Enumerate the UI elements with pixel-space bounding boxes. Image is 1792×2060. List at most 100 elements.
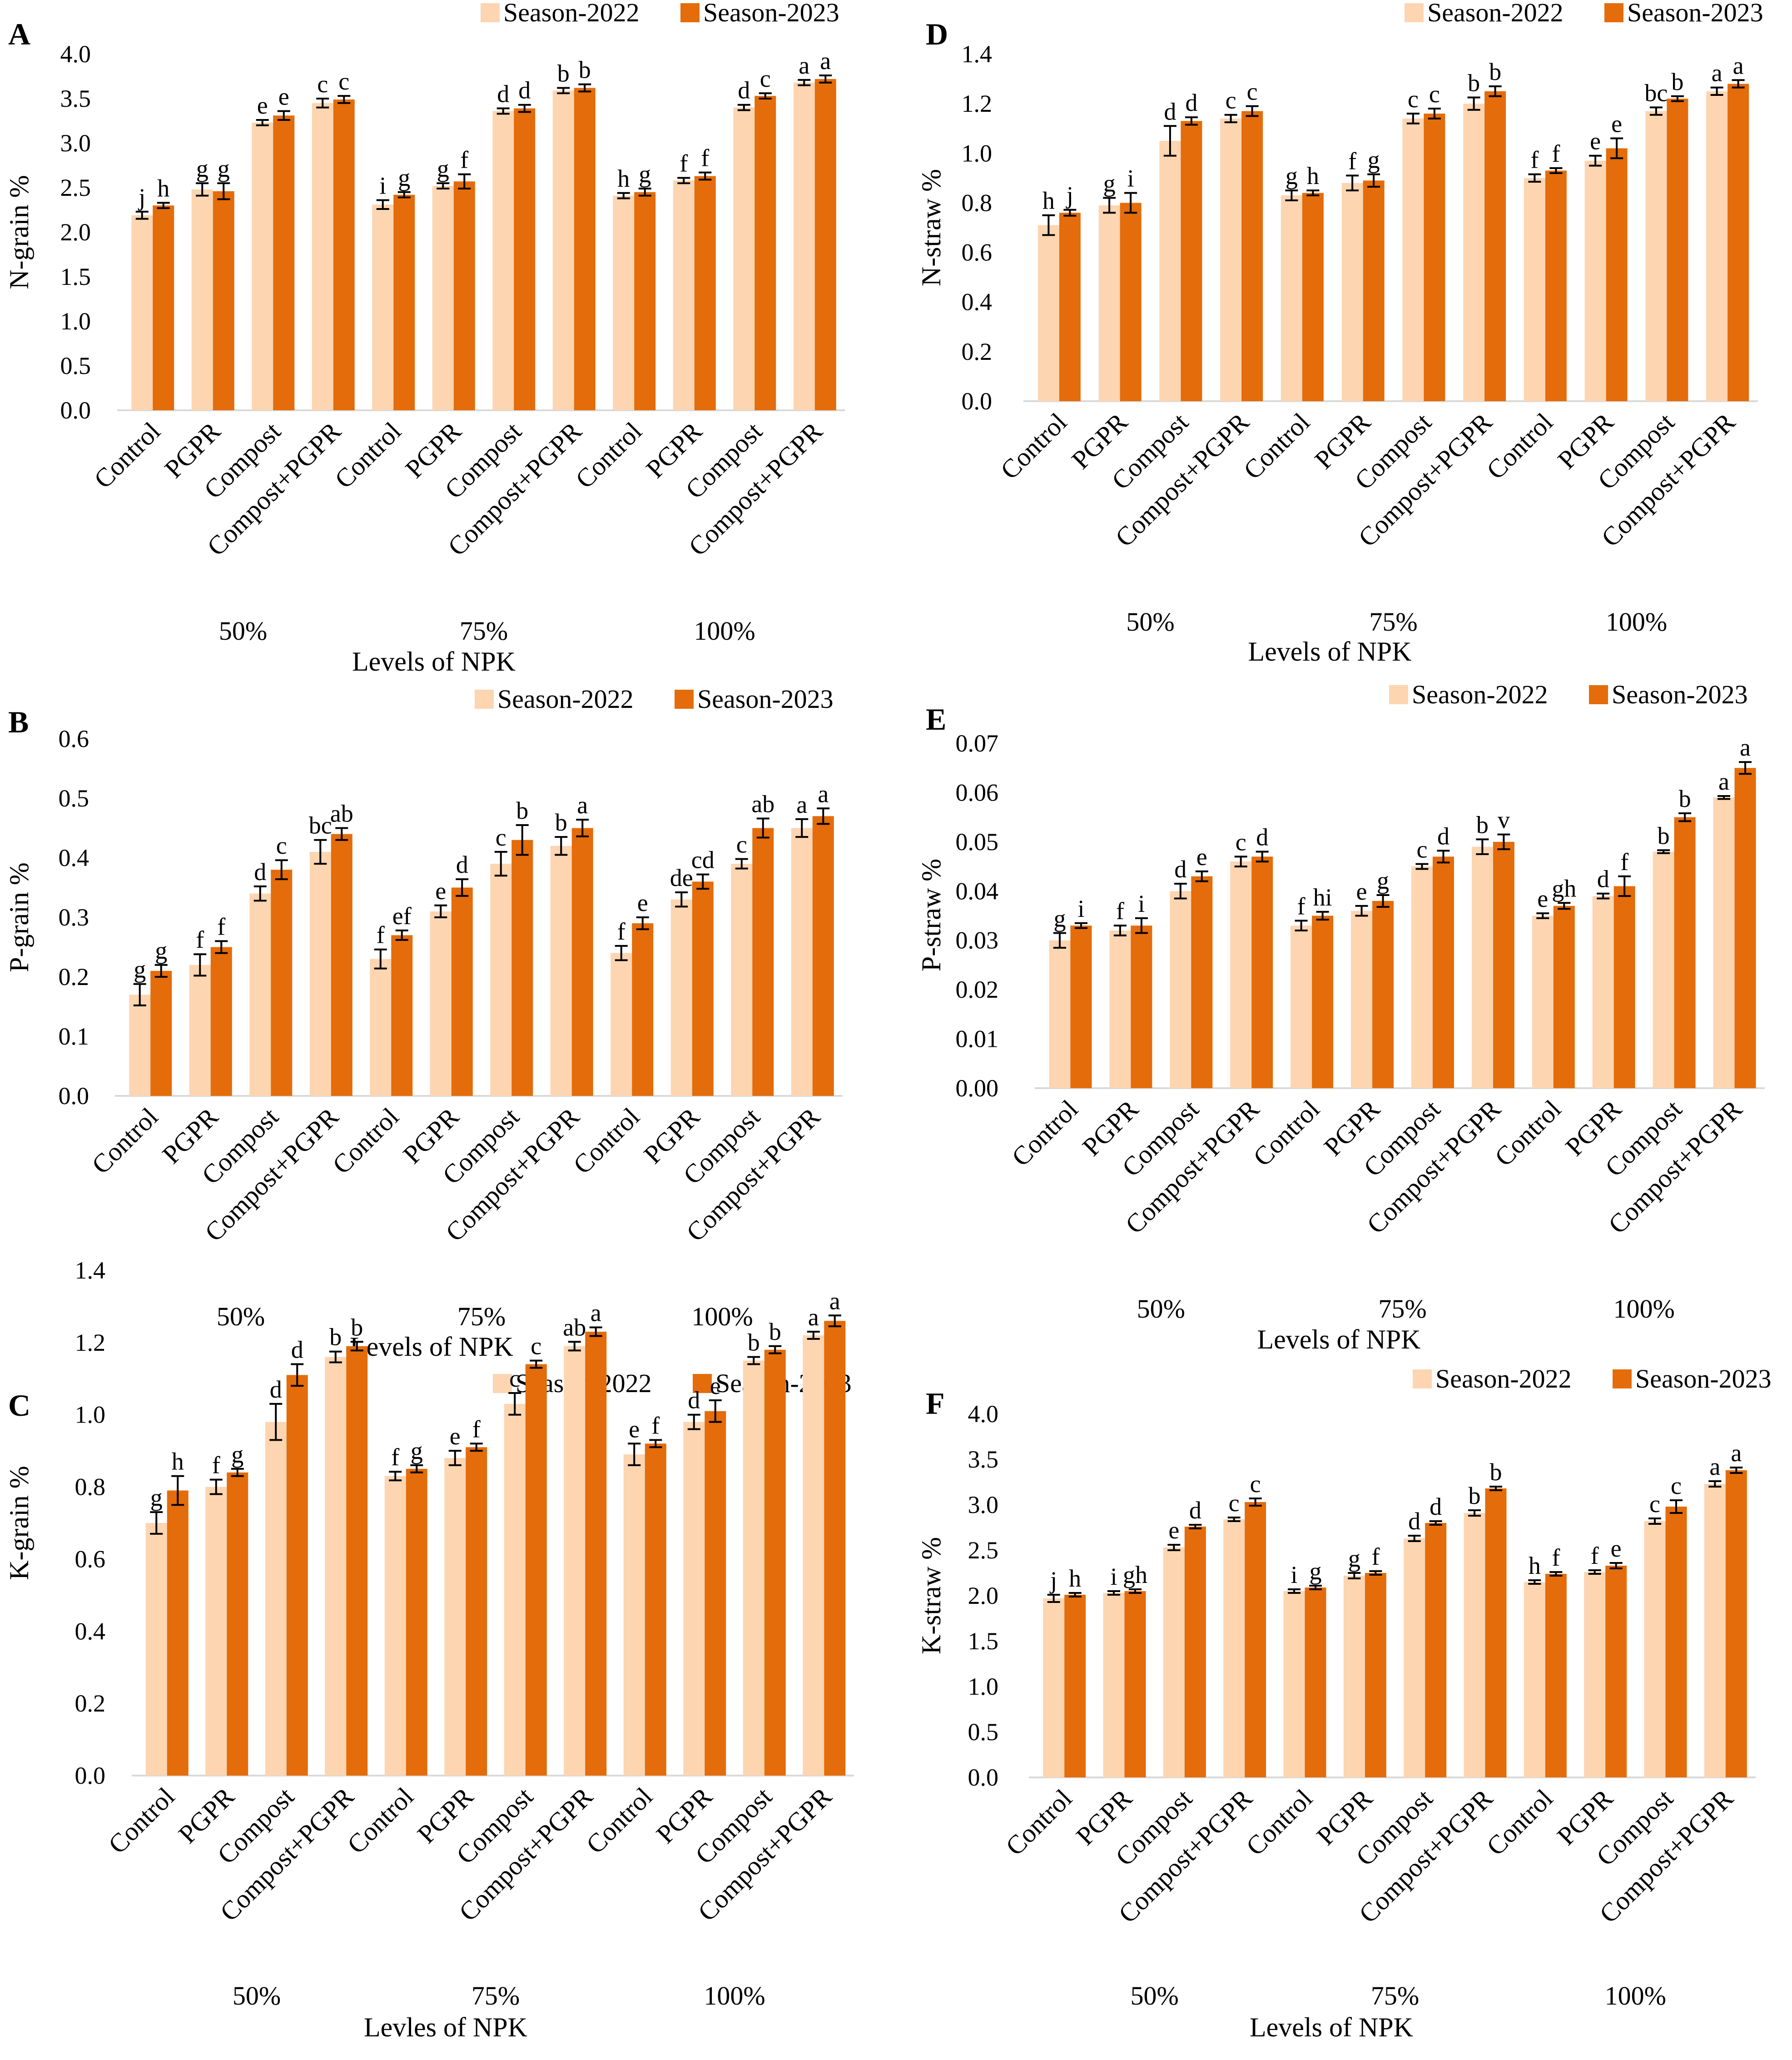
x-tick-label: Control [567, 1102, 645, 1179]
bar-2022 [1706, 91, 1728, 401]
bar-2023 [1432, 856, 1454, 1088]
bar-2022 [265, 1422, 287, 1776]
bar-2022 [803, 1335, 824, 1776]
significance-letter: h [157, 174, 169, 202]
bar-2023 [814, 79, 836, 410]
bar-2023 [755, 96, 776, 410]
significance-letter: a [1718, 768, 1729, 795]
y-tick-label: 1.0 [60, 308, 91, 335]
bar-2023 [150, 970, 172, 1096]
significance-letter: d [688, 1387, 700, 1414]
x-tick-label: Control [327, 1102, 404, 1179]
y-tick-label: 0.07 [956, 730, 999, 757]
significance-letter: ab [563, 1314, 586, 1341]
y-tick-label: 0.0 [962, 388, 993, 415]
bar-2023 [525, 1364, 547, 1776]
significance-letter: a [577, 791, 588, 819]
panel-label: C [8, 1388, 30, 1423]
x-tick-label: Control [103, 1781, 180, 1859]
legend-label-2: Season-2023 [1635, 1364, 1772, 1393]
significance-letter: e [1590, 128, 1601, 155]
significance-letter: bc [309, 812, 332, 839]
significance-letter: g [150, 1484, 163, 1511]
y-tick-label: 2.5 [968, 1537, 999, 1564]
significance-letter: g [398, 164, 410, 191]
bar-2023 [634, 192, 656, 410]
significance-letter: b [557, 60, 570, 87]
bar-2023 [393, 194, 415, 410]
group-label: 75% [1371, 1981, 1419, 2010]
bar-2023 [1545, 170, 1567, 401]
group-label: 75% [460, 616, 508, 646]
group-label: 100% [694, 616, 755, 646]
group-label: 75% [1369, 607, 1417, 637]
significance-letter: h [1307, 162, 1319, 189]
significance-letter: a [796, 791, 807, 818]
bar-2022 [1704, 1484, 1726, 1777]
bar-2022 [372, 204, 394, 410]
x-axis-label: Levels of NPK [352, 647, 516, 677]
y-tick-label: 0.2 [59, 963, 89, 990]
significance-letter: j [1066, 182, 1073, 209]
bar-2023 [1425, 1523, 1447, 1777]
significance-letter: g [134, 956, 146, 983]
x-axis-label: Levles of NPK [364, 2012, 527, 2042]
y-axis-label: N-grain % [4, 175, 34, 289]
significance-letter: c [1429, 80, 1440, 108]
x-tick-label: Control [1000, 1783, 1077, 1861]
y-tick-label: 0.6 [75, 1545, 106, 1572]
significance-letter: c [1649, 1490, 1660, 1518]
y-tick-label: 0.6 [962, 239, 993, 266]
significance-letter: e [450, 1423, 461, 1450]
bar-2022 [552, 90, 574, 411]
bar-2022 [370, 959, 392, 1096]
panel-label: B [8, 705, 29, 739]
y-tick-label: 1.0 [962, 139, 993, 167]
legend-swatch-2 [1604, 3, 1623, 22]
significance-letter: b [351, 1314, 363, 1341]
bar-2022 [1291, 926, 1312, 1088]
chart-panel-f: F Season-2022 Season-2023 0.0 0.5 1.0 1.5 2.0 2.… [916, 1364, 1772, 2042]
significance-letter: d [1408, 1508, 1420, 1535]
bar-2022 [249, 893, 271, 1096]
bar-2022 [1411, 866, 1433, 1088]
panel-label: D [926, 17, 948, 51]
y-tick-label: 0.03 [956, 927, 999, 954]
x-axis-label: Levels of NPK [350, 1332, 513, 1362]
significance-letter: e [629, 1415, 640, 1443]
bar-2022 [1341, 183, 1363, 401]
bar-2022 [743, 1360, 764, 1776]
significance-letter: b [516, 797, 528, 824]
bar-2023 [210, 947, 232, 1096]
significance-letter: b [1671, 68, 1683, 95]
legend-label-2: Season-2023 [1627, 0, 1763, 27]
bar-2023 [1241, 111, 1263, 401]
significance-letter: e [637, 889, 648, 916]
legend-swatch-2 [1613, 1369, 1632, 1388]
bar-2022 [564, 1346, 586, 1776]
bar-2022 [791, 828, 813, 1096]
bar-2023 [273, 115, 295, 411]
significance-letter: a [808, 1304, 819, 1331]
y-tick-label: 1.2 [75, 1329, 106, 1356]
legend-swatch-1 [493, 1374, 512, 1393]
significance-letter: c [1229, 1489, 1240, 1517]
bar-2022 [1471, 846, 1493, 1088]
significance-letter: d [270, 1376, 282, 1403]
bar-2023 [1059, 213, 1081, 401]
significance-letter: c [1408, 85, 1419, 113]
bar-2023 [453, 181, 475, 410]
significance-letter: d [291, 1336, 303, 1363]
y-axis-label: P-straw % [916, 859, 946, 971]
bar-2023 [167, 1490, 189, 1776]
significance-letter: f [701, 144, 709, 172]
x-tick-label: Control [1006, 1094, 1083, 1172]
y-tick-label: 2.0 [968, 1582, 999, 1609]
legend-swatch-1 [1389, 685, 1408, 704]
group-label: 50% [1126, 607, 1174, 637]
y-tick-label: 0.06 [956, 779, 999, 806]
y-tick-label: 3.0 [968, 1491, 999, 1518]
bar-2023 [1424, 113, 1445, 401]
significance-letter: gh [1123, 1561, 1147, 1588]
y-tick-label: 1.0 [75, 1401, 106, 1428]
